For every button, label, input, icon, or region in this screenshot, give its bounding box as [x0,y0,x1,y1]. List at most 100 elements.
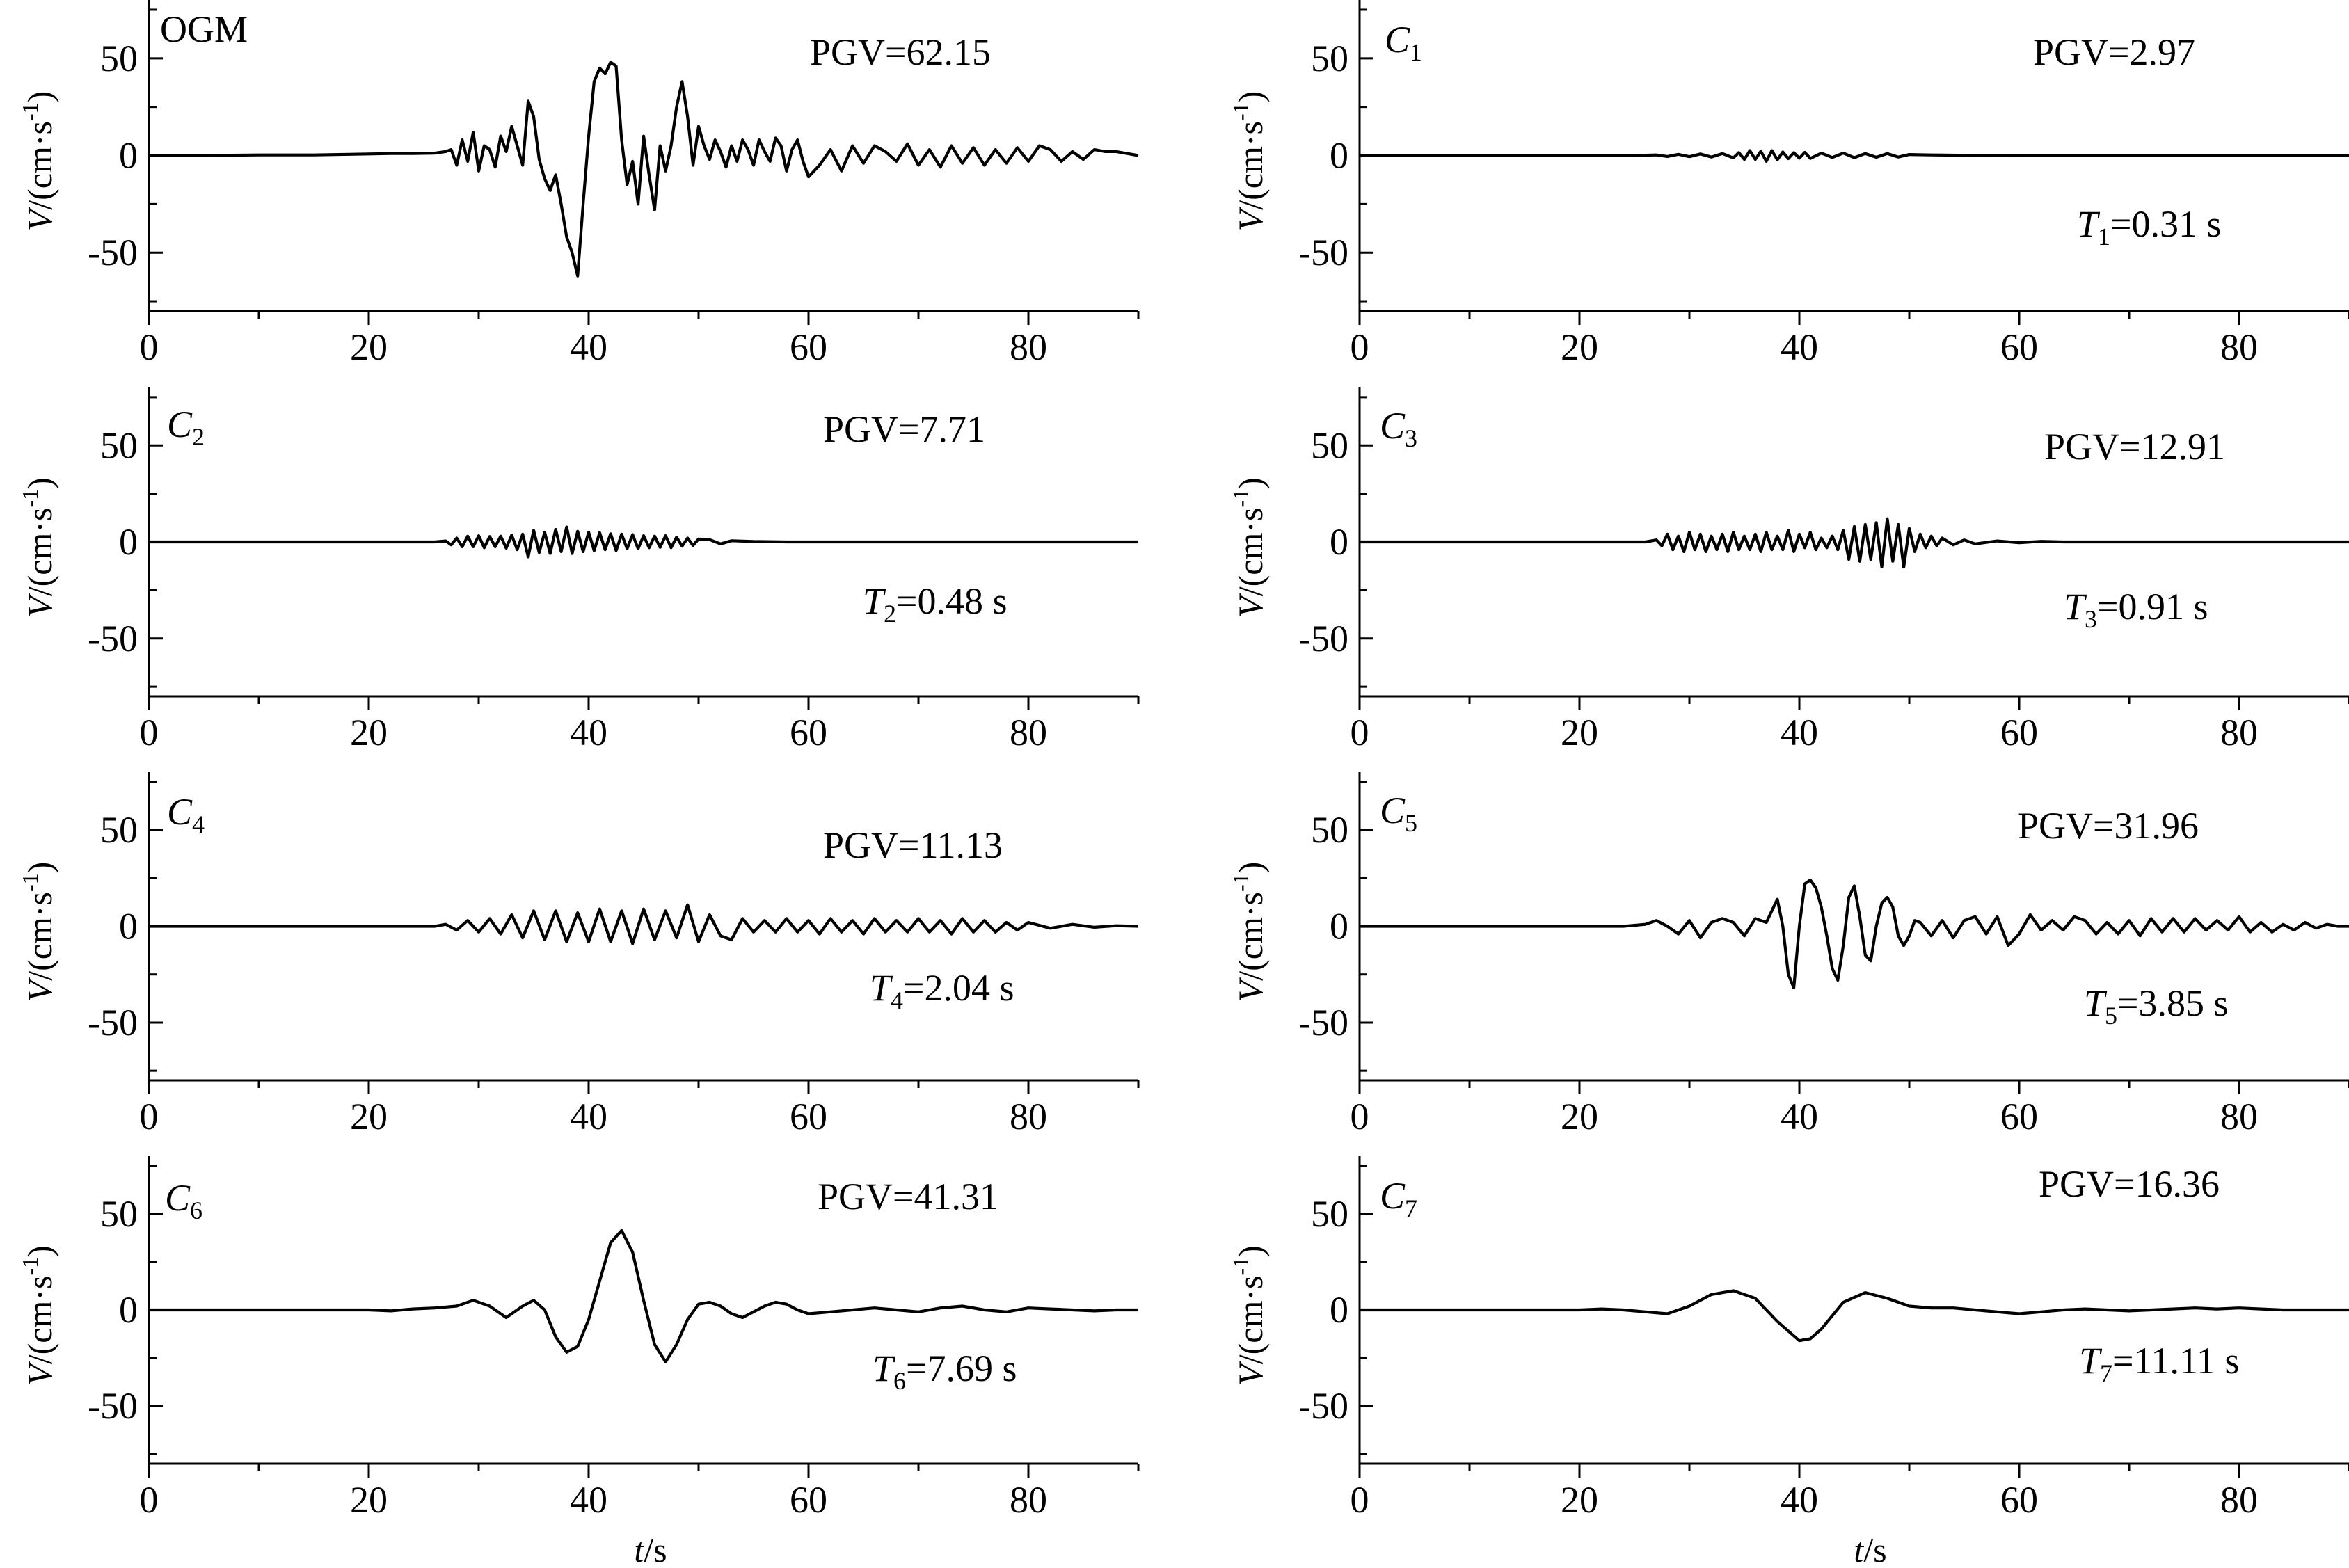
pgv-label: PGV=16.36 [2039,1163,2220,1205]
panel-c5: 0 20 40 60 80 -50 0 50 V/(cm·s-1) C5 PGV=31.96 T5=3… [1228,772,2349,1137]
y-tick-label: 0 [1330,906,1348,947]
period-label: T7=11.11 s [2079,1340,2240,1387]
x-tick-label: 20 [1561,1479,1598,1521]
x-tick-label: 20 [350,326,388,368]
y-tick-label: -50 [1298,618,1348,659]
period-label: T5=3.85 s [2084,982,2229,1030]
y-tick-label: -50 [88,1002,138,1043]
y-tick-label: -50 [88,618,138,659]
x-tick-label: 80 [2220,1096,2258,1137]
pgv-label: PGV=12.91 [2044,426,2225,467]
y-tick-label: 0 [119,135,138,177]
x-tick-label: 20 [1561,712,1598,753]
x-tick-label: 20 [350,1096,388,1137]
y-tick-label: 50 [100,809,138,851]
x-tick-label: 0 [140,1479,159,1521]
y-tick-label: 0 [1330,521,1348,563]
y-tick-label: 50 [100,424,138,466]
x-tick-label: 80 [1010,1479,1047,1521]
x-axis-title: t/s [634,1530,667,1568]
panel-c7: 0 20 40 60 80 -50 0 50 V/(cm·s-1) C7 PGV=16.36 T7=1… [1228,1156,2349,1521]
panel-c1: 0 20 40 60 80 -50 0 50 V/(cm·s-1) C1 PGV=2.97 T1=0.… [1228,0,2349,368]
y-tick-label: -50 [1298,1002,1348,1043]
x-tick-label: 0 [1351,1479,1369,1521]
y-tick-label: 0 [119,521,138,563]
y-axis-title: V/(cm·s-1) [17,477,59,618]
x-axis-title: t/s [1854,1530,1886,1568]
y-axis-title: V/(cm·s-1) [1228,1245,1270,1386]
x-tick-label: 0 [140,712,159,753]
panel-ogm: 0 20 40 60 80 -50 0 50 V/(cm·s-1) OGM PGV=62.15 [17,0,1140,368]
velocity-trace [149,903,1139,945]
pgv-label: PGV=62.15 [810,31,991,73]
pgv-label: PGV=41.31 [818,1176,998,1217]
period-label: T1=0.31 s [2077,203,2222,250]
x-tick-label: 80 [2220,326,2258,368]
x-tick-label: 20 [350,1479,388,1521]
x-tick-label: 20 [1561,1096,1598,1137]
x-tick-label: 0 [1351,712,1369,753]
velocity-trace [149,525,1138,559]
velocity-trace [1360,1289,2349,1343]
x-tick-label: 40 [570,326,607,368]
y-axis-title: V/(cm·s-1) [1228,477,1270,618]
y-axis-title: V/(cm·s-1) [1228,91,1270,232]
y-axis-title: V/(cm·s-1) [17,1245,59,1386]
panel-c2: 0 20 40 60 80 -50 0 50 V/(cm·s-1) C2 PGV=7.71 T2=0.… [17,387,1140,753]
x-tick-label: 40 [570,1479,607,1521]
x-tick-label: 20 [350,712,388,753]
velocity-trace [1360,878,2349,990]
panel-label: C1 [1385,19,1422,66]
x-tick-label: 60 [2000,1479,2038,1521]
pgv-label: PGV=2.97 [2033,31,2195,73]
x-tick-label: 0 [1351,1096,1369,1137]
x-tick-label: 40 [570,1096,607,1137]
y-tick-label: 50 [1311,809,1348,851]
panel-label: C6 [165,1177,202,1224]
x-tick-label: 0 [140,1096,159,1137]
x-tick-label: 60 [790,712,827,753]
x-tick-label: 40 [1781,1096,1818,1137]
panel-c6: 0 20 40 60 80 -50 0 50 V/(cm·s-1) C6 PGV=41.31 T6=7… [17,1156,1140,1521]
x-tick-label: 80 [1010,1096,1047,1137]
period-label: T3=0.91 s [2064,586,2208,633]
panel-label: C4 [167,791,205,838]
period-label: T4=2.04 s [870,967,1014,1014]
period-label: T2=0.48 s [863,580,1008,627]
pgv-label: PGV=7.71 [823,408,985,450]
x-tick-label: 60 [790,1096,827,1137]
pgv-label: PGV=31.96 [2018,805,2199,847]
y-axis-title: V/(cm·s-1) [17,862,59,1002]
panel-c3: 0 20 40 60 80 -50 0 50 V/(cm·s-1) C3 PGV=12.91 T3=0… [1228,387,2349,753]
y-axis-title: V/(cm·s-1) [17,91,59,232]
y-tick-label: 50 [1311,1193,1348,1235]
x-tick-label: 60 [2000,712,2038,753]
panel-label: C2 [167,403,205,451]
panel-label: OGM [160,8,248,50]
y-tick-label: 0 [119,1289,138,1331]
velocity-trace [1360,149,2349,163]
x-tick-label: 20 [1561,326,1598,368]
y-tick-label: 50 [1311,38,1348,79]
x-tick-label: 60 [2000,326,2038,368]
y-tick-label: 50 [100,38,138,79]
panel-label: C5 [1380,790,1417,837]
x-tick-label: 60 [790,1479,827,1521]
velocity-trace [149,61,1139,278]
y-axis-title: V/(cm·s-1) [1228,862,1270,1002]
x-tick-label: 40 [1781,326,1818,368]
x-tick-label: 40 [1781,712,1818,753]
x-tick-label: 60 [2000,1096,2038,1137]
y-tick-label: -50 [1298,1385,1348,1427]
panel-c4: 0 20 40 60 80 -50 0 50 V/(cm·s-1) C4 PGV=11.13 T4=2… [17,772,1140,1137]
y-tick-label: 50 [1311,424,1348,466]
panel-label: C3 [1380,405,1417,452]
period-label: T6=7.69 s [873,1347,1017,1395]
panel-label: C7 [1380,1175,1417,1222]
x-tick-label: 40 [1781,1479,1818,1521]
y-tick-label: 0 [119,906,138,947]
y-tick-label: 50 [100,1193,138,1235]
y-tick-label: -50 [1298,232,1348,273]
velocity-trace [1360,517,2349,569]
